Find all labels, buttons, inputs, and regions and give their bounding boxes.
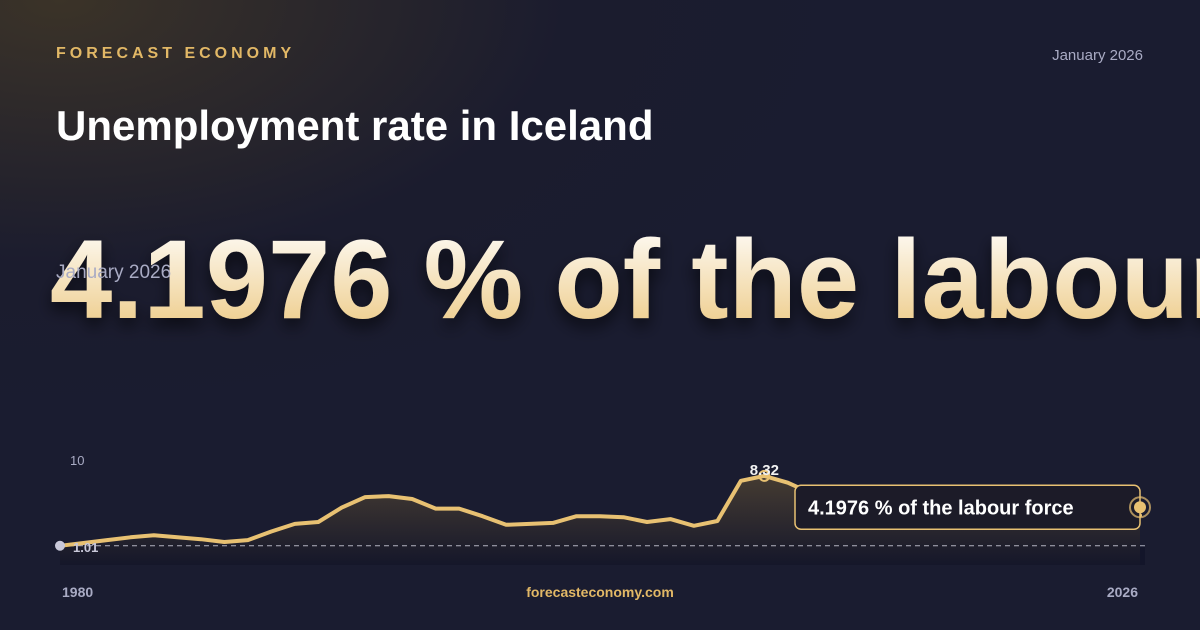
min-label: 1.01: [73, 540, 98, 555]
y-tick-label: 10: [70, 453, 84, 468]
max-ring: [758, 469, 771, 482]
area: [60, 475, 1140, 565]
headline: 4.1976 % of the labour force: [50, 217, 1200, 342]
x-tick-label: 1980: [62, 584, 93, 600]
plot: 10 1980 2026 1.01 8.32 4.1976 % of the labour…: [55, 453, 1151, 600]
end-dot: [1134, 501, 1146, 514]
subtitle-date: January 2026: [56, 262, 171, 283]
date: January 2026: [1052, 47, 1143, 64]
x-tick-label: 2026: [1107, 584, 1138, 600]
max-label: 8.32: [750, 462, 779, 479]
start-dot: [55, 540, 65, 551]
footer: forecasteconomy.com: [526, 584, 674, 600]
title: Unemployment rate in Iceland: [56, 102, 653, 149]
end-ring: [1129, 496, 1151, 519]
end-label: 4.1976 % of the labour force: [808, 497, 1074, 519]
brand: FORECAST ECONOMY: [56, 45, 295, 62]
